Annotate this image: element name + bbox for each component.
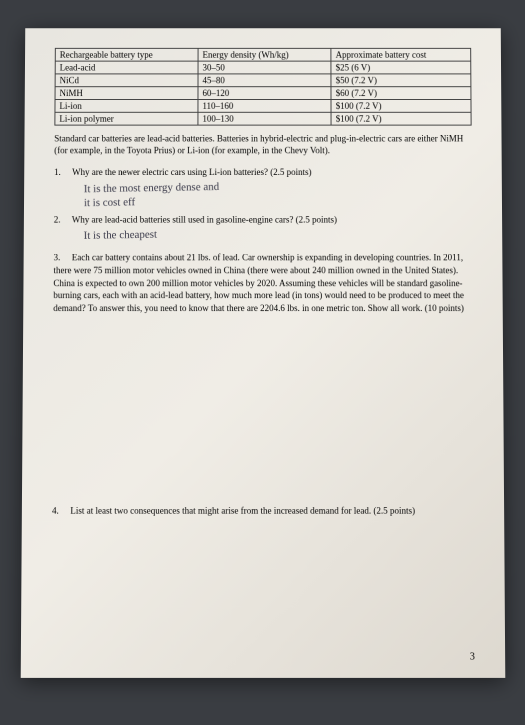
question-text: Each car battery contains about 21 lbs. …	[53, 253, 464, 313]
question-number: 4.	[51, 505, 67, 518]
cell-cost: $100 (7.2 V)	[331, 99, 471, 112]
intro-paragraph: Standard car batteries are lead-acid bat…	[54, 134, 472, 157]
cell-type: Li-ion	[54, 99, 197, 112]
cell-cost: $50 (7.2 V)	[331, 74, 471, 87]
cell-type: NiCd	[55, 74, 198, 87]
cell-cost: $25 (6 V)	[331, 61, 471, 74]
cell-density: 60–120	[197, 87, 330, 100]
question-number: 3.	[53, 252, 69, 265]
handwritten-answer: It is the cheapest	[83, 222, 472, 243]
table-row: Lead-acid 30–50 $25 (6 V)	[55, 61, 471, 74]
question-text: List at least two consequences that migh…	[70, 506, 415, 516]
table-row: Li-ion 110–160 $100 (7.2 V)	[54, 99, 470, 112]
handwritten-answer: It is the most energy dense and it is co…	[83, 176, 472, 211]
cell-type: NiMH	[55, 87, 198, 100]
col-header-density: Energy density (Wh/kg)	[198, 48, 331, 61]
col-header-cost: Approximate battery cost	[331, 48, 471, 61]
question-number: 2.	[53, 213, 69, 225]
cell-cost: $100 (7.2 V)	[331, 112, 471, 125]
cell-density: 110–160	[197, 99, 330, 112]
question-number: 1.	[54, 166, 70, 178]
question-3: 3. Each car battery contains about 21 lb…	[53, 252, 473, 315]
question-text: Why are lead-acid batteries still used i…	[71, 214, 336, 224]
question-1: 1. Why are the newer electric cars using…	[53, 166, 471, 207]
worksheet-page: Rechargeable battery type Energy density…	[20, 28, 505, 678]
cell-type: Li-ion polymer	[54, 112, 197, 125]
page-number: 3	[469, 651, 474, 662]
cell-density: 45–80	[198, 74, 331, 87]
table-header-row: Rechargeable battery type Energy density…	[55, 48, 470, 61]
table-row: NiMH 60–120 $60 (7.2 V)	[55, 87, 471, 100]
table-row: Li-ion polymer 100–130 $100 (7.2 V)	[54, 112, 470, 125]
question-2: 2. Why are lead-acid batteries still use…	[53, 213, 472, 240]
cell-type: Lead-acid	[55, 61, 198, 74]
question-4: 4. List at least two consequences that m…	[51, 505, 473, 518]
col-header-type: Rechargeable battery type	[55, 48, 198, 61]
cell-density: 30–50	[198, 61, 331, 74]
question-text: Why are the newer electric cars using Li…	[72, 167, 311, 177]
table-row: NiCd 45–80 $50 (7.2 V)	[55, 74, 471, 87]
cell-density: 100–130	[197, 112, 330, 125]
cell-cost: $60 (7.2 V)	[331, 87, 471, 100]
battery-table: Rechargeable battery type Energy density…	[54, 48, 471, 126]
